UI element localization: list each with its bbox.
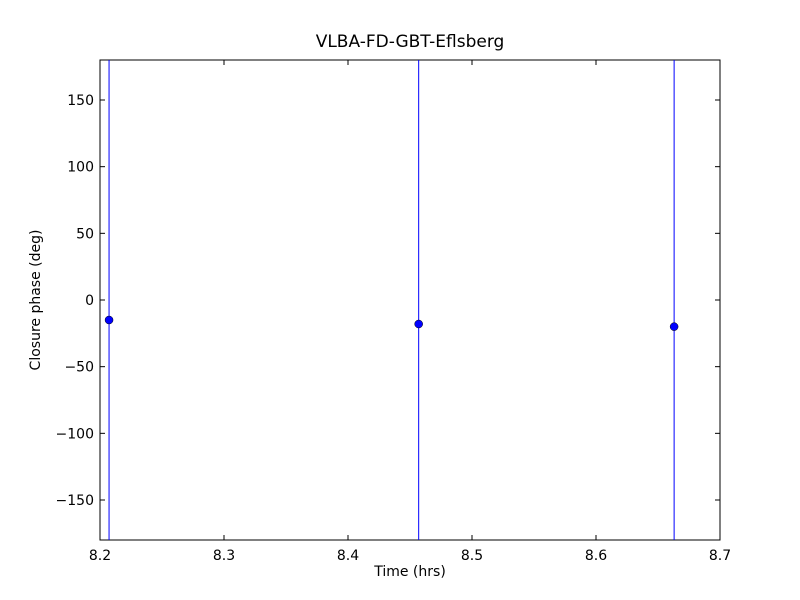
plot-area — [104, 60, 679, 540]
plot-frame — [99, 59, 721, 541]
x-tick-label: 8.4 — [337, 548, 359, 564]
y-tick-label: −150 — [56, 493, 94, 509]
x-tick-label: 8.5 — [461, 548, 483, 564]
x-tick-label: 8.7 — [709, 548, 731, 564]
x-tick-label: 8.3 — [213, 548, 235, 564]
y-tick-label: 0 — [85, 293, 94, 309]
data-point — [669, 322, 679, 331]
x-tick-label: 8.2 — [89, 548, 111, 564]
data-point — [104, 315, 114, 325]
x-axis-label: Time (hrs) — [373, 564, 446, 580]
y-axis-label: Closure phase (deg) — [28, 230, 44, 371]
data-point — [414, 319, 423, 329]
x-tick-label: 8.6 — [585, 548, 607, 564]
y-tick-label: 50 — [76, 226, 94, 242]
y-tick-label: −50 — [64, 360, 94, 376]
y-tick-label: 100 — [67, 160, 94, 176]
y-tick-label: 150 — [67, 93, 94, 109]
y-tick-label: −100 — [56, 426, 94, 442]
chart-title: VLBA-FD-GBT-Eflsberg — [316, 32, 505, 52]
